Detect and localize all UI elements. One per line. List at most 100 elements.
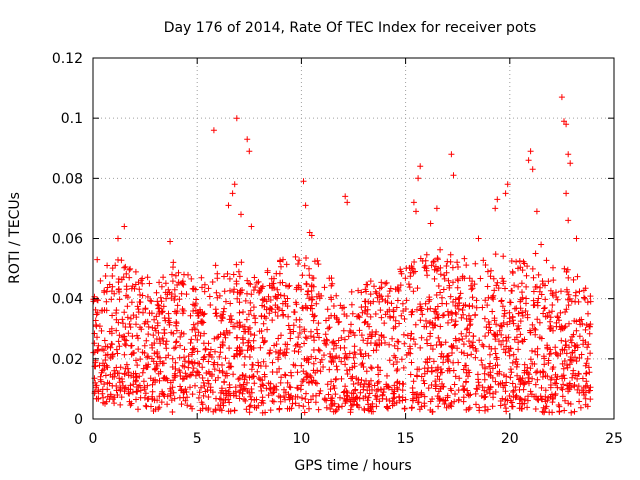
data-point — [102, 372, 109, 379]
data-point — [154, 362, 161, 369]
data-point — [421, 393, 428, 400]
data-point — [124, 365, 131, 372]
data-point — [393, 399, 400, 406]
data-point — [238, 211, 244, 218]
data-point — [170, 259, 177, 266]
data-point — [172, 365, 179, 372]
data-point — [176, 394, 183, 401]
data-point — [325, 325, 332, 332]
data-point — [503, 373, 510, 380]
data-point — [482, 297, 489, 304]
data-point — [190, 321, 197, 328]
data-point — [433, 205, 440, 212]
data-point — [554, 314, 561, 321]
data-point — [275, 393, 282, 400]
data-point — [260, 320, 267, 327]
data-point — [308, 302, 315, 309]
data-point — [205, 394, 212, 400]
data-point — [315, 291, 322, 297]
data-point — [214, 334, 221, 341]
data-point — [135, 346, 142, 353]
data-point — [519, 312, 526, 319]
data-point — [346, 350, 353, 357]
data-point — [465, 391, 472, 398]
data-point — [394, 386, 401, 393]
data-point — [584, 344, 591, 351]
data-point — [510, 393, 517, 400]
x-axis-label: GPS time / hours — [294, 458, 411, 474]
data-point — [299, 304, 306, 311]
data-point — [157, 340, 164, 347]
data-point — [487, 360, 494, 367]
data-point — [260, 297, 267, 304]
data-point — [287, 335, 294, 342]
data-point — [123, 286, 130, 293]
data-point — [242, 385, 249, 392]
data-point — [525, 374, 532, 381]
data-point — [414, 306, 420, 313]
data-point — [266, 350, 273, 357]
data-point — [246, 403, 253, 410]
data-point — [432, 263, 439, 270]
data-point — [212, 406, 219, 413]
data-point — [296, 316, 303, 323]
data-point — [450, 299, 456, 305]
data-point — [353, 375, 360, 382]
data-points — [90, 94, 594, 416]
data-point — [553, 294, 560, 300]
data-point — [486, 321, 493, 328]
data-point — [310, 334, 317, 341]
data-point — [245, 311, 252, 318]
data-point — [479, 341, 486, 348]
data-point — [166, 289, 173, 296]
data-point — [255, 375, 262, 381]
data-point — [141, 384, 148, 391]
data-point — [366, 381, 373, 388]
data-point — [560, 381, 567, 388]
data-point — [101, 289, 108, 296]
data-point — [576, 398, 583, 405]
data-point — [140, 365, 147, 372]
data-point — [565, 217, 572, 224]
data-point — [356, 327, 363, 334]
data-point — [130, 312, 137, 319]
data-point — [422, 300, 429, 307]
data-point — [192, 300, 199, 307]
data-point — [368, 377, 374, 384]
data-point — [269, 317, 276, 324]
data-point — [389, 335, 396, 342]
data-point — [475, 376, 482, 383]
data-point — [422, 358, 429, 365]
data-point — [337, 344, 344, 351]
data-point — [561, 265, 568, 272]
data-point — [444, 356, 451, 363]
data-point — [466, 275, 473, 282]
data-point — [113, 364, 120, 371]
data-point — [451, 322, 458, 329]
data-point — [226, 399, 233, 406]
data-point — [557, 309, 564, 316]
data-point — [443, 263, 450, 269]
data-point — [367, 278, 374, 285]
data-point — [434, 314, 441, 321]
data-point — [198, 274, 205, 281]
data-point — [427, 330, 434, 337]
data-point — [502, 349, 509, 356]
data-point — [507, 374, 514, 381]
data-point — [109, 265, 116, 272]
data-point — [308, 287, 315, 294]
data-point — [342, 361, 349, 368]
data-point — [460, 366, 467, 373]
data-point — [185, 364, 192, 371]
data-point — [412, 341, 419, 348]
data-point — [348, 321, 354, 328]
data-point — [390, 308, 397, 315]
data-point — [489, 403, 496, 410]
data-point — [342, 193, 349, 200]
data-point — [423, 251, 430, 258]
data-point — [173, 319, 180, 325]
data-point — [196, 360, 203, 367]
data-point — [415, 399, 422, 406]
data-point — [547, 350, 554, 357]
